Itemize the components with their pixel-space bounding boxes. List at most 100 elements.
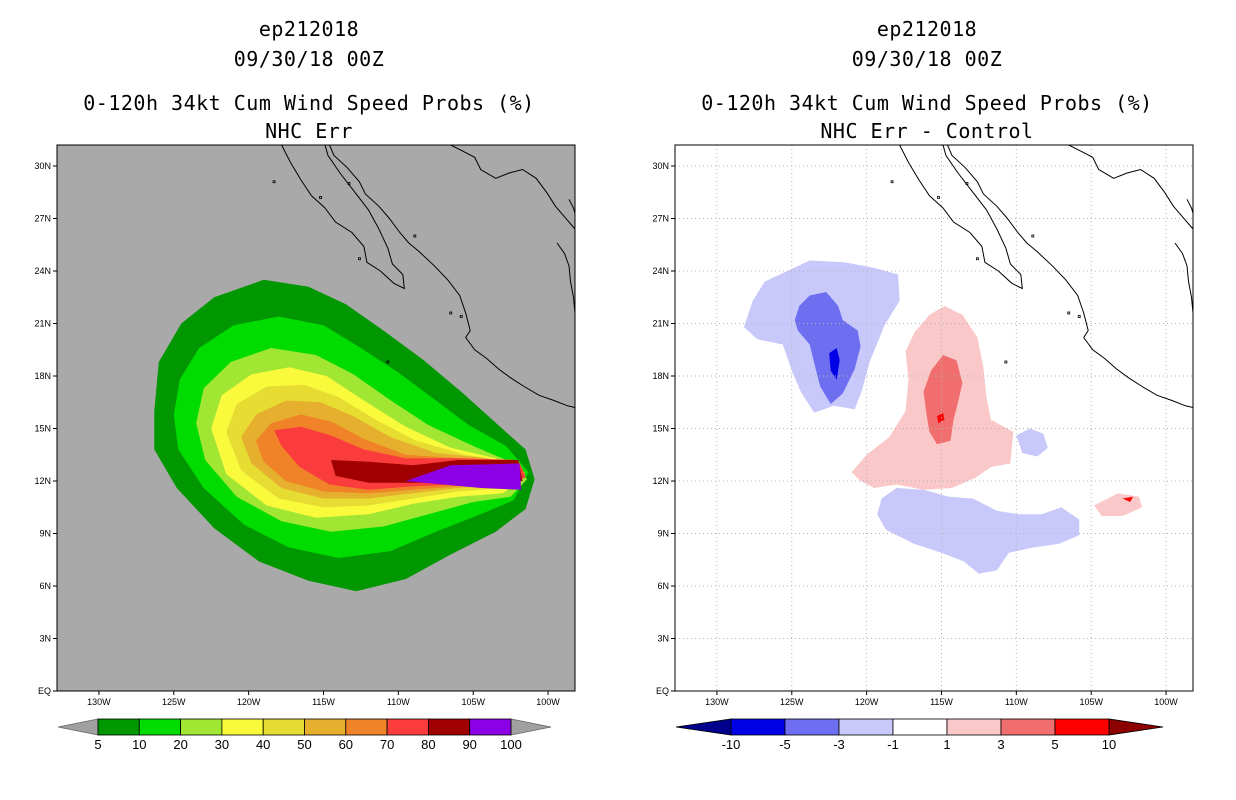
colorbar-label: 80 [421,737,435,752]
right-panel: ep212018 09/30/18 00Z 0-120h 34kt Cum Wi… [618,0,1236,800]
island-mark [937,196,940,199]
contour-level-3 [923,355,963,445]
colorbar-label: 3 [997,737,1004,752]
island-mark [1031,234,1035,238]
colorbar-swatch [304,718,347,736]
x-tick-label: 115W [312,697,335,707]
coastline-segment [1174,242,1193,314]
colorbar-end-left [57,718,99,736]
contour-layer [154,279,535,592]
x-tick-label: 125W [162,697,186,707]
x-tick-label: 110W [1005,697,1028,707]
island-mark [347,182,351,185]
colorbar-label: 1 [943,737,950,752]
colorbar-label: 90 [462,737,476,752]
island-mark [1077,315,1081,318]
colorbar-swatch [138,718,182,736]
y-tick-label: 24N [652,266,669,276]
colorbar-swatch [946,718,1002,736]
island-mark [1067,311,1071,315]
colorbar-label: -3 [833,737,845,752]
x-tick-label: 100W [536,697,560,707]
colorbar-label: 100 [500,737,522,752]
grid-lines [675,145,1193,692]
colorbar-swatch [427,718,471,736]
colorbar-label: -1 [887,737,899,752]
left-panel: ep212018 09/30/18 00Z 0-120h 34kt Cum Wi… [34,17,576,752]
colorbar-swatch [892,718,948,736]
colorbar-label: -5 [779,737,791,752]
contour-layer [743,260,1143,574]
contour-level-5 [937,412,945,424]
colorbar-label: 5 [1051,737,1058,752]
colorbar-swatch [386,718,429,736]
right-title-product: 0-120h 34kt Cum Wind Speed Probs (%) [701,91,1153,115]
y-tick-label: 18N [652,371,669,381]
colorbar-label: 30 [215,737,229,752]
coastline [890,145,1193,408]
left-title-date: 09/30/18 00Z [233,47,385,71]
y-tick-label: 9N [39,529,51,539]
contour-level--5 [794,292,861,404]
colorbar-swatch [784,718,840,736]
island-mark [459,315,463,318]
coastline [272,145,575,408]
colorbar-swatch [345,718,388,736]
colorbar-label: -10 [722,737,741,752]
y-tick-label: 15N [652,424,669,434]
contour-level-90 [405,463,522,490]
left-title-product: 0-120h 34kt Cum Wind Speed Probs (%) [83,91,535,115]
y-tick-label: 21N [34,319,51,329]
x-tick-label: 125W [780,697,804,707]
right-title-date: 09/30/18 00Z [851,47,1003,71]
coastline-segment [556,242,575,314]
x-tick-label: 110W [387,697,410,707]
colorbar-swatch [838,718,894,736]
colorbar-label: 50 [297,737,311,752]
colorbar-swatch [1000,718,1056,736]
colorbar-label: 60 [339,737,353,752]
coastline-segment [899,145,1023,290]
island-mark [386,360,390,364]
y-tick-label: 27N [34,214,51,224]
coastline-segment [947,145,1193,408]
left-chart: 130W 125W 120W 115W 110W 105W 100W EQ 3N 6N 9N 12N 1… [34,144,576,752]
x-tick-label: 105W [1079,697,1103,707]
island-mark [976,257,979,261]
x-tick-label: 120W [237,697,261,707]
y-tick-label: 9N [657,529,669,539]
y-tick-label: 27N [652,214,669,224]
plot-frame [56,144,576,692]
coastline-segment [1068,145,1193,230]
y-tick-label: 12N [652,476,669,486]
island-mark [1004,360,1008,364]
x-tick-label: 100W [1154,697,1178,707]
colorbar-label: 10 [132,737,146,752]
coastline-segment [450,145,575,230]
right-chart: 130W 125W 120W 115W 110W 105W 100W EQ 3N 6N 9N 12N 1… [652,144,1194,752]
y-tick-label: 21N [652,319,669,329]
y-tick-label: 6N [39,581,51,591]
colorbar-swatch [97,718,140,736]
y-tick-label: 3N [39,634,51,644]
right-title-subtitle: NHC Err - Control [820,119,1034,143]
colorbar-label: 70 [380,737,394,752]
colorbar-end-right [1108,718,1164,736]
colorbar-end-right [510,718,552,736]
colorbar-swatch [221,718,264,736]
island-mark [449,311,453,315]
island-mark [358,257,361,261]
island-mark [272,180,276,184]
x-tick-label: 105W [461,697,485,707]
colorbar-end-left [675,718,732,736]
y-tick-label: 30N [34,161,51,171]
y-tick-label: 30N [652,161,669,171]
y-tick-label: EQ [38,686,51,696]
contour-level--3 [877,488,1080,574]
colorbar-label: 5 [94,737,101,752]
colorbar-swatch [469,718,512,736]
plot-frame [674,144,1194,692]
left-title-storm: ep212018 [258,17,360,41]
x-tick-label: 130W [87,697,111,707]
island-mark [413,234,417,238]
